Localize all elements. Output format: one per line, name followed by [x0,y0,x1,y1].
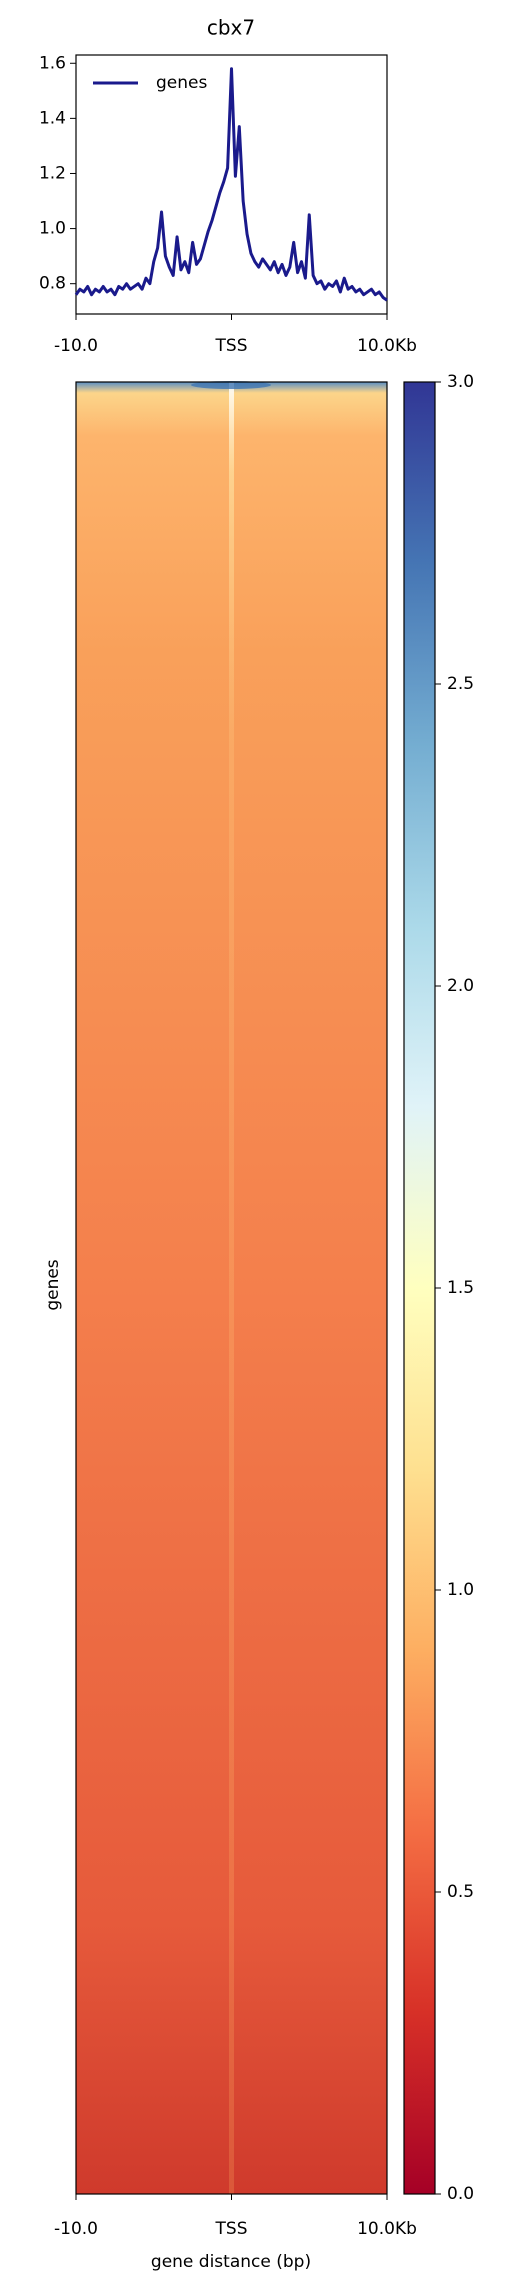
x-tick-label: 10.0Kb [357,336,417,356]
colorbar-tick-label: 1.5 [447,1278,474,1298]
colorbar-tick-label: 0.0 [447,2184,474,2204]
x-tick-label: -10.0 [54,336,98,356]
chart-title: cbx7 [207,16,255,40]
colorbar [403,381,436,2195]
x-axis-label: gene distance (bp) [151,2252,311,2272]
legend-label: genes [156,73,207,93]
colorbar-tick-label: 3.0 [447,372,474,392]
y-tick-label: 0.8 [39,274,66,294]
x-tick-label: 10.0Kb [357,2219,417,2239]
colorbar-tick-label: 1.0 [447,1580,474,1600]
colorbar-tick-label: 2.0 [447,976,474,996]
colorbar-tick-label: 0.5 [447,1882,474,1902]
x-tick-label: TSS [215,2219,248,2239]
y-tick-label: 1.0 [39,219,66,239]
heatmap-tss-streak [229,382,234,2194]
profile-line [74,67,388,302]
y-tick-label: 1.6 [39,53,66,73]
y-axis-label: genes [43,1259,63,1310]
x-tick-label: TSS [215,336,248,356]
heatmap-top [191,381,271,389]
y-tick-label: 1.2 [39,163,66,183]
colorbar-tick-label: 2.5 [447,674,474,694]
y-tick-label: 1.4 [39,108,66,128]
x-tick-label: -10.0 [54,2219,98,2239]
